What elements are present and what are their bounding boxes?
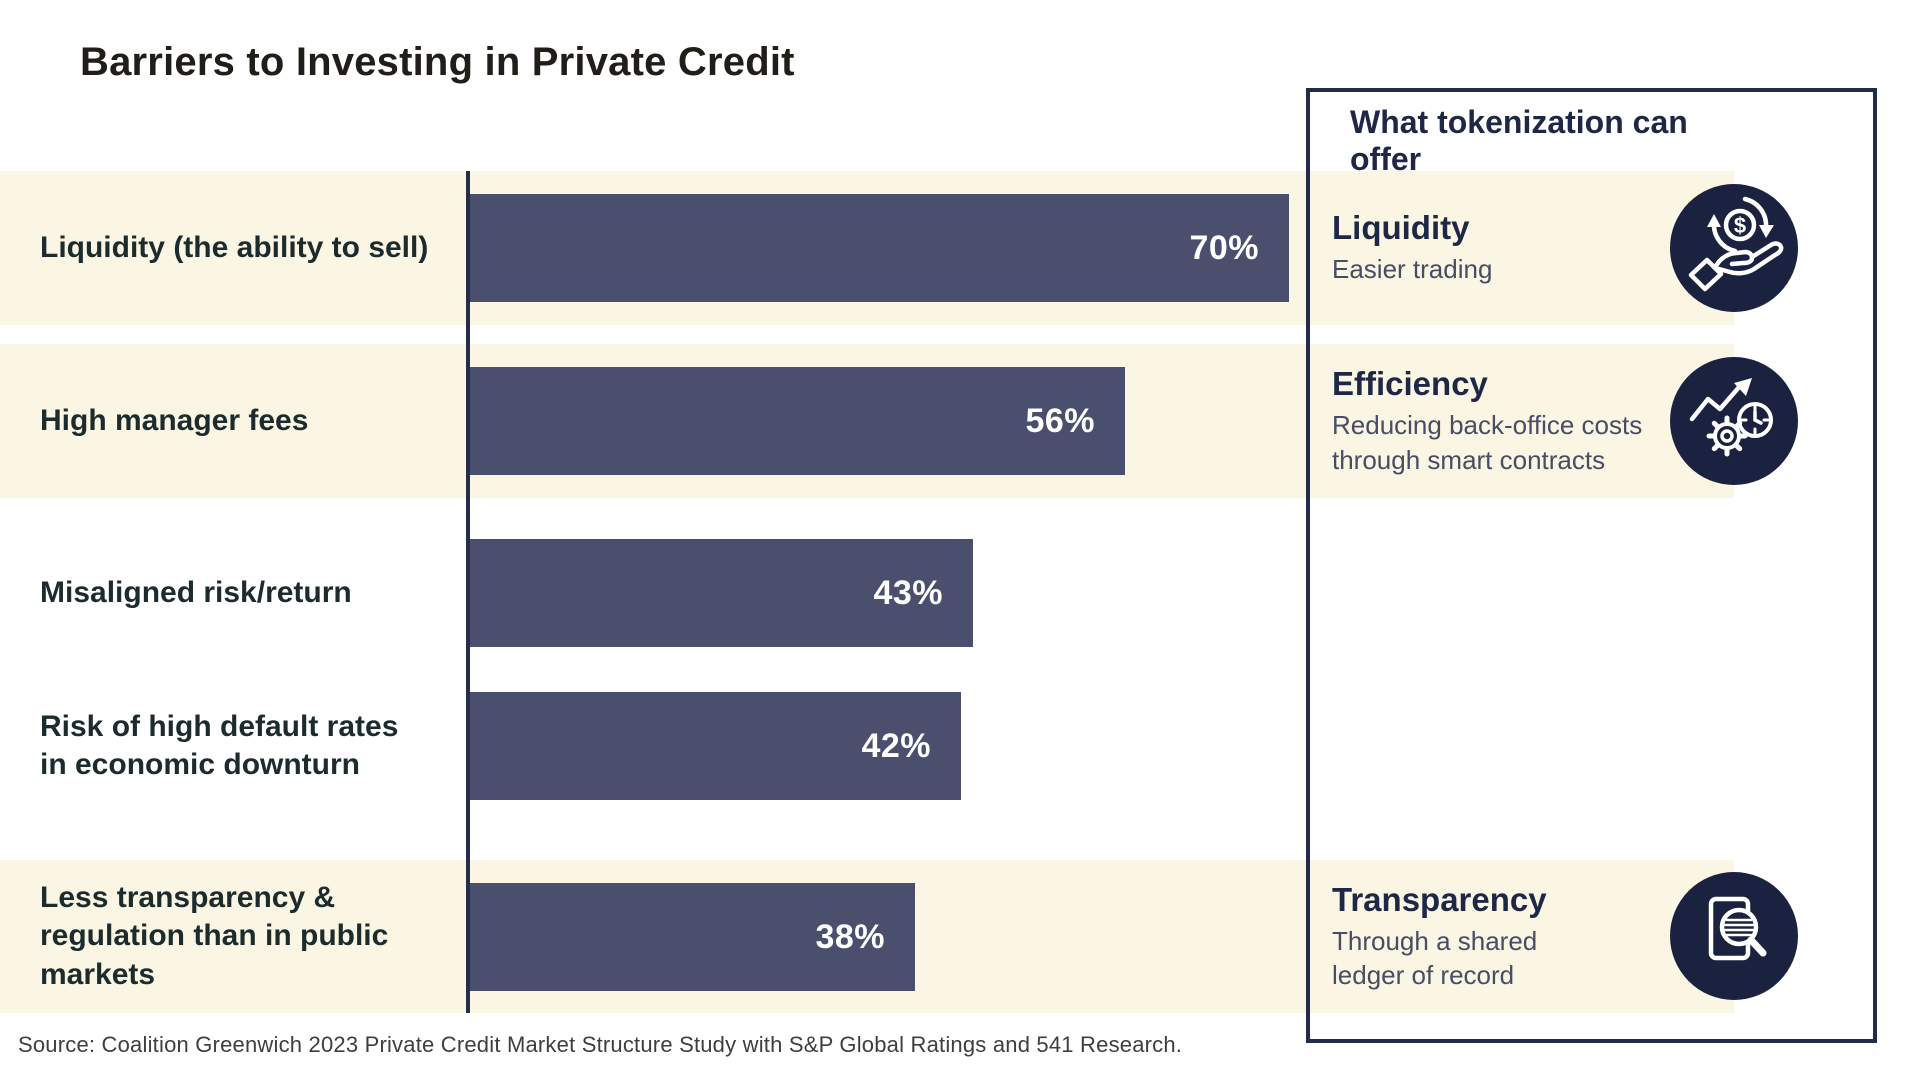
offer-description: Reducing back-office costs through smart… [1332,410,1643,475]
tokenization-panel [1306,88,1877,1043]
bar: 70% [470,194,1289,302]
bar-value: 38% [815,917,885,956]
money-cycle-hand-icon: $ [1670,184,1798,312]
offer-item: Liquidity Easier trading [1332,171,1672,325]
bar: 43% [470,539,973,647]
offer-title: Transparency [1332,880,1547,918]
offer-item: Efficiency Reducing back-office costs th… [1332,344,1672,498]
source-note: Source: Coalition Greenwich 2023 Private… [18,1032,1183,1057]
bar-category-label: Less transparency & regulation than in p… [40,880,389,991]
bar-category-label: High manager fees [40,403,309,437]
bar-value: 43% [873,573,943,612]
offer-item: Transparency Through a shared ledger of … [1332,860,1672,1013]
bar-value: 42% [861,726,931,765]
bar: 42% [470,692,961,800]
bar-category-label: Misaligned risk/return [40,575,352,609]
svg-text:$: $ [1734,213,1746,238]
growth-gear-clock-icon [1670,357,1798,485]
bar: 38% [470,883,915,991]
panel-title: What tokenization can offer [1350,104,1688,177]
bar-value: 56% [1025,401,1095,440]
bar-value: 70% [1189,228,1259,267]
bar: 56% [470,367,1125,475]
offer-title: Liquidity [1332,209,1470,247]
bar-category-label: Risk of high default rates in economic d… [40,709,399,781]
page-title: Barriers to Investing in Private Credit [80,40,795,84]
bar-category-label: Liquidity (the ability to sell) [40,230,429,264]
y-axis-line [466,171,470,1013]
document-magnifier-icon [1670,872,1798,1000]
offer-description: Easier trading [1332,254,1493,285]
offer-description: Through a shared ledger of record [1332,925,1538,990]
offer-title: Efficiency [1332,365,1488,403]
